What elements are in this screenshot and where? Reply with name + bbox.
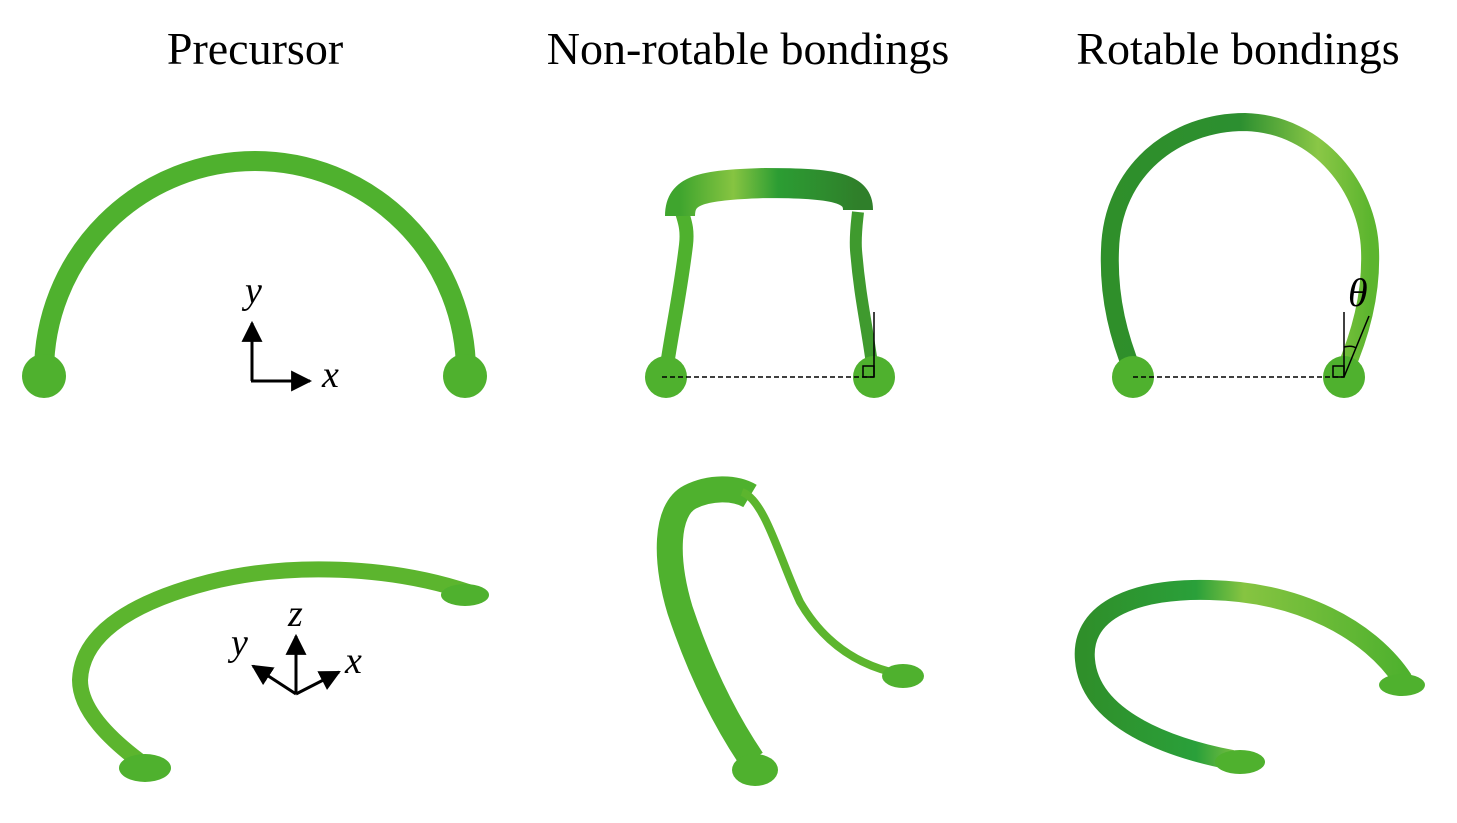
rotable-right-angle-mark (1332, 365, 1345, 378)
precursor-3d-view (71, 561, 489, 782)
title-precursor: Precursor (166, 23, 344, 74)
precursor-3d-right-pad (441, 584, 489, 606)
precursor-3d-left-pad (119, 754, 171, 782)
x3d-axis-arrow (295, 670, 341, 696)
axes-2d: y x (241, 270, 339, 396)
precursor-right-pad (443, 354, 487, 398)
rotable-tangent-line (1343, 315, 1370, 378)
x-axis-label: x (321, 354, 339, 396)
rotable-angle-arc (1343, 345, 1357, 349)
title-rotable-bondings: Rotable bondings (1076, 23, 1400, 74)
rotable-3d-left-pad (1215, 750, 1265, 774)
angle-theta-label: θ (1348, 270, 1368, 315)
non-rotable-right-leg (849, 211, 879, 373)
title-non-rotable-bondings: Non-rotable bondings (546, 23, 950, 74)
non-rotable-top-view (645, 167, 895, 398)
rotable-3d-ribbon (1074, 579, 1412, 770)
non-rotable-right-angle-mark (862, 365, 875, 378)
rotable-top-view: θ (1100, 112, 1380, 398)
non-rotable-3d-ribbon-thin (740, 488, 896, 677)
y-axis-label: y (241, 270, 262, 312)
precursor-3d-ribbon (71, 561, 471, 773)
non-rotable-3d-view (656, 476, 924, 786)
precursor-arc-ribbon (34, 151, 476, 373)
rotable-3d-right-pad (1379, 674, 1425, 696)
rotable-3d-view (1074, 579, 1425, 774)
non-rotable-top-band (665, 167, 873, 218)
y3d-axis-arrow (251, 664, 297, 696)
non-rotable-3d-right-pad (882, 664, 924, 688)
y3d-axis-label: y (227, 622, 248, 664)
z-axis-label: z (287, 593, 303, 635)
precursor-top-view (22, 151, 487, 398)
axes-3d: z y x (227, 593, 362, 696)
precursor-left-pad (22, 354, 66, 398)
non-rotable-3d-left-pad (732, 754, 778, 786)
non-rotable-3d-ribbon-thick (656, 476, 763, 768)
x3d-axis-label: x (344, 640, 362, 682)
rotable-loop-ribbon (1100, 112, 1380, 376)
non-rotable-left-leg (659, 210, 694, 373)
